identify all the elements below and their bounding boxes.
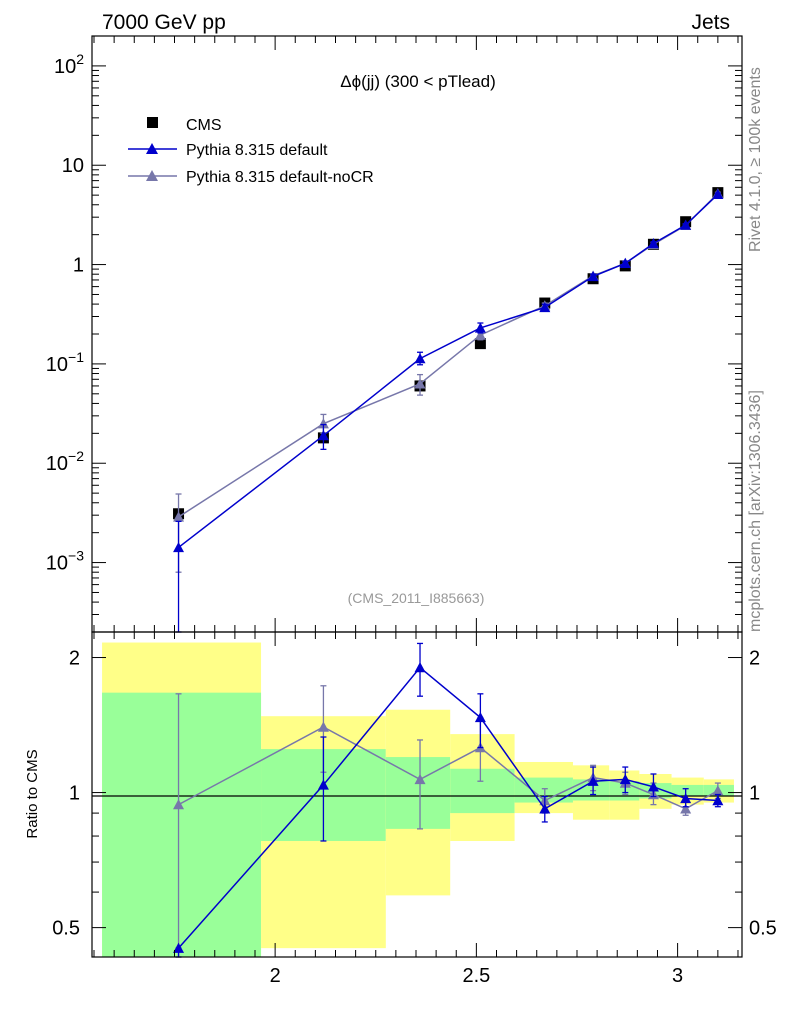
nocr-line (178, 192, 719, 518)
default-point (619, 257, 631, 268)
ratio-default-line (177, 666, 718, 949)
ratio-default-point (317, 779, 329, 790)
ratio-y-tick-label-left: 0.5 (52, 918, 80, 940)
ratio-band-inner (572, 779, 610, 801)
legend: CMS Pythia 8.315 default Pythia 8.315 de… (128, 117, 374, 186)
ratio-nocr-point (712, 785, 724, 796)
ratio-panel: 0.5 0.5 1 1 2 2 2 2.5 3 Ratio to CMS (24, 631, 777, 987)
legend-label-nocr: Pythia 8.315 default-noCR (186, 169, 374, 186)
ratio-default-point (173, 942, 185, 953)
ratio-y-tick-label-left: 2 (69, 648, 80, 670)
ratio-band-inner (102, 692, 262, 957)
main-axis-ticks: 10−3 10−2 10−1 1 10 102 (46, 35, 742, 633)
ratio-nocr-point (680, 803, 692, 814)
ratio-band-inner (671, 784, 704, 797)
nocr-point (173, 511, 185, 522)
default-point (587, 270, 599, 282)
default-point (414, 353, 426, 364)
ratio-y-tick-label-left: 1 (69, 783, 80, 805)
main-series-layer (173, 187, 724, 633)
plot-title: Δϕ(jj) (300 < pTlead) (340, 72, 496, 91)
ratio-default-point (539, 803, 551, 814)
y-tick-label-main: 102 (54, 51, 84, 78)
legend-marker-default (146, 143, 158, 154)
x-tick-label: 2.5 (462, 965, 490, 987)
x-tick-label: 3 (672, 965, 683, 987)
ratio-bands (102, 642, 734, 957)
header-left: 7000 GeV pp (102, 11, 226, 34)
header-right: Jets (691, 11, 730, 34)
default-point (680, 219, 692, 230)
analysis-label: (CMS_2011_I885663) (348, 590, 485, 606)
main-panel: 10−3 10−2 10−1 1 10 102 Δϕ(jj) (300 < pTlead)… (46, 35, 743, 633)
default-point (539, 301, 551, 313)
ratio-y-tick-label-right: 1 (749, 783, 760, 805)
y-tick-label-main: 10−2 (46, 448, 84, 475)
ratio-nocr-point (173, 799, 185, 810)
ratio-default-point (414, 662, 426, 673)
nocr-point (414, 378, 426, 389)
y-tick-label-main: 10−1 (46, 349, 84, 376)
nocr-point (474, 329, 486, 340)
ratio-default-point (474, 712, 486, 723)
y-tick-label-main: 10−3 (46, 548, 84, 575)
rivet-label: Rivet 4.1.0, ≥ 100k events (747, 67, 764, 252)
ratio-nocr-point (317, 721, 329, 732)
default-line (178, 193, 719, 549)
ratio-default-point (712, 795, 724, 806)
ratio-default-point (647, 781, 659, 792)
nocr-point (317, 418, 329, 429)
default-point (712, 188, 724, 199)
legend-label-cms: CMS (186, 117, 222, 134)
legend-label-default: Pythia 8.315 default (186, 142, 328, 159)
ratio-axis-ticks: 0.5 0.5 1 1 2 2 2 2.5 3 (52, 632, 777, 987)
ratio-frame (91, 631, 743, 958)
ratio-series-layer (173, 642, 724, 958)
cms-point (474, 338, 486, 350)
default-point (317, 430, 329, 441)
ratio-band-inner (450, 768, 515, 814)
ratio-default-point (619, 773, 631, 785)
legend-marker-cms (147, 117, 158, 128)
ratio-default-point (680, 793, 692, 804)
ratio-nocr-point (414, 773, 426, 785)
ratio-nocr-line (178, 726, 719, 810)
y-tick-label-main: 10 (62, 155, 84, 177)
ratio-y-tick-label-right: 0.5 (749, 918, 777, 940)
ratio-default-point (587, 775, 599, 786)
ratio-y-tick-label-right: 2 (749, 648, 760, 670)
ratio-ylabel: Ratio to CMS (24, 749, 41, 838)
x-tick-label: 2 (270, 965, 281, 987)
default-point (647, 237, 659, 249)
mcplots-label: mcplots.cern.ch [arXiv:1306.3436] (747, 390, 764, 632)
y-tick-label-main: 1 (73, 255, 84, 277)
default-point (173, 541, 185, 553)
default-point (474, 322, 486, 333)
legend-marker-nocr (146, 170, 158, 181)
